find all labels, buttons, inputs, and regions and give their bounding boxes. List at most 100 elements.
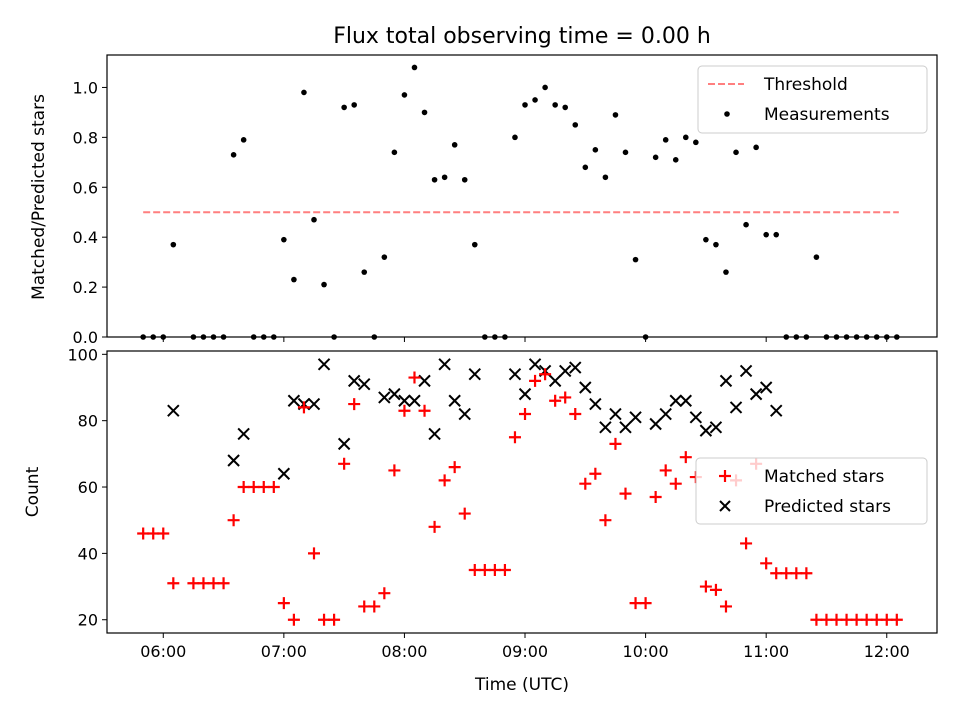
matched-stars-point: [388, 464, 401, 477]
measurement-point: [743, 221, 749, 228]
predicted-stars-point: [699, 424, 713, 437]
matched-stars-point: [448, 461, 461, 474]
matched-stars-point: [549, 394, 562, 407]
predicted-stars-point: [518, 387, 532, 401]
matched-stars-point: [338, 457, 351, 470]
predicted-stars-point: [739, 364, 753, 378]
matched-stars-point: [539, 368, 552, 381]
predicted-stars-point: [579, 381, 592, 394]
matched-stars-point: [287, 613, 300, 626]
matched-stars-point: [267, 481, 280, 494]
measurement-point: [512, 134, 518, 141]
bottom-legend: Matched stars Predicted stars: [695, 457, 928, 525]
top-y-tick-label: 0.0: [73, 328, 98, 347]
matched-stars-point: [408, 371, 421, 384]
predicted-stars-point: [317, 358, 331, 371]
predicted-stars-point: [689, 411, 703, 424]
top-legend-box: [697, 65, 928, 134]
matched-stars-point: [880, 613, 893, 626]
predicted-stars-point: [559, 364, 572, 378]
top-y-tick-label: 1.0: [73, 78, 98, 97]
matched-stars-point: [297, 401, 310, 414]
measurement-point: [572, 122, 579, 128]
measurement-point: [471, 241, 478, 248]
legend-label-threshold: Threshold: [763, 75, 848, 95]
matched-stars-point: [639, 597, 652, 610]
matched-stars-point: [559, 391, 572, 404]
predicted-stars-point: [388, 387, 401, 401]
predicted-stars-point: [599, 421, 612, 434]
predicted-stars-legend-swatch: [719, 500, 731, 512]
matched-stars-point: [137, 527, 150, 540]
top-y-tick-label: 0.2: [73, 278, 98, 297]
matched-stars-point: [207, 577, 220, 590]
predicted-stars-point: [347, 374, 361, 388]
matched-stars-point: [478, 563, 491, 576]
matched-stars-point: [719, 600, 732, 613]
measurement-point: [552, 102, 558, 108]
x-tick-label: 08:00: [381, 642, 427, 661]
top-y-axis-label: Matched/Predicted stars: [29, 94, 49, 300]
matched-stars-point: [830, 613, 843, 626]
measurement-point: [321, 281, 327, 288]
matched-stars-point: [780, 567, 793, 580]
top-y-tick-label: 0.6: [73, 178, 98, 197]
matched-stars-point: [468, 563, 481, 576]
matched-stars-point: [529, 374, 542, 387]
predicted-stars-point: [709, 421, 723, 434]
measurement-point: [451, 142, 458, 148]
predicted-stars-point: [337, 437, 351, 451]
matched-stars-point: [860, 613, 873, 626]
bottom-plot-area: [137, 358, 903, 626]
matched-stars-point: [629, 597, 642, 610]
measurement-point: [703, 236, 709, 243]
predicted-stars-point: [277, 467, 291, 480]
predicted-stars-point: [569, 361, 582, 374]
measurement-point: [682, 134, 689, 141]
measurement-point: [411, 64, 418, 71]
predicted-stars-point: [669, 394, 682, 407]
measurement-point: [311, 216, 317, 223]
measurement-point: [291, 276, 297, 283]
matched-stars-point: [579, 477, 592, 490]
measurement-point: [562, 104, 569, 111]
measurement-point: [672, 157, 679, 163]
measurement-point: [351, 102, 357, 108]
matched-stars-point: [870, 613, 883, 626]
measurement-point: [461, 176, 468, 183]
matched-stars-point: [790, 567, 803, 580]
top-y-tick-label: 0.4: [73, 228, 98, 247]
matched-stars-point: [589, 467, 602, 480]
predicted-stars-point: [589, 397, 602, 411]
matched-stars-point: [237, 481, 250, 494]
predicted-stars-point: [167, 404, 180, 417]
bottom-y-axis-label: Count: [23, 466, 43, 517]
predicted-stars-point: [629, 411, 642, 424]
predicted-stars-point: [649, 417, 662, 431]
matched-stars-point: [157, 527, 170, 540]
matched-stars-point: [740, 537, 753, 550]
x-tick-label: 11:00: [743, 642, 789, 661]
matched-stars-point: [378, 587, 391, 600]
measurement-point: [542, 84, 548, 91]
measurement-point: [813, 254, 820, 260]
measurement-point: [230, 152, 237, 158]
predicted-stars-point: [619, 421, 632, 434]
predicted-stars-point: [609, 407, 622, 421]
predicted-stars-point: [438, 358, 451, 371]
measurements-legend-swatch: [724, 111, 730, 117]
measurement-point: [582, 164, 589, 171]
bottom-y-tick-label: 100: [67, 345, 98, 364]
measurement-point: [281, 236, 287, 243]
matched-stars-point: [418, 404, 431, 417]
bottom-y-tick-label: 20: [78, 611, 98, 630]
matched-stars-point: [760, 557, 773, 570]
measurement-point: [170, 241, 177, 248]
predicted-stars-point: [679, 394, 692, 407]
matched-stars-point: [498, 563, 511, 576]
measurement-point: [602, 174, 609, 181]
bottom-axes-frame: [106, 350, 938, 634]
measurement-point: [773, 231, 780, 238]
matched-stars-point: [358, 600, 371, 613]
